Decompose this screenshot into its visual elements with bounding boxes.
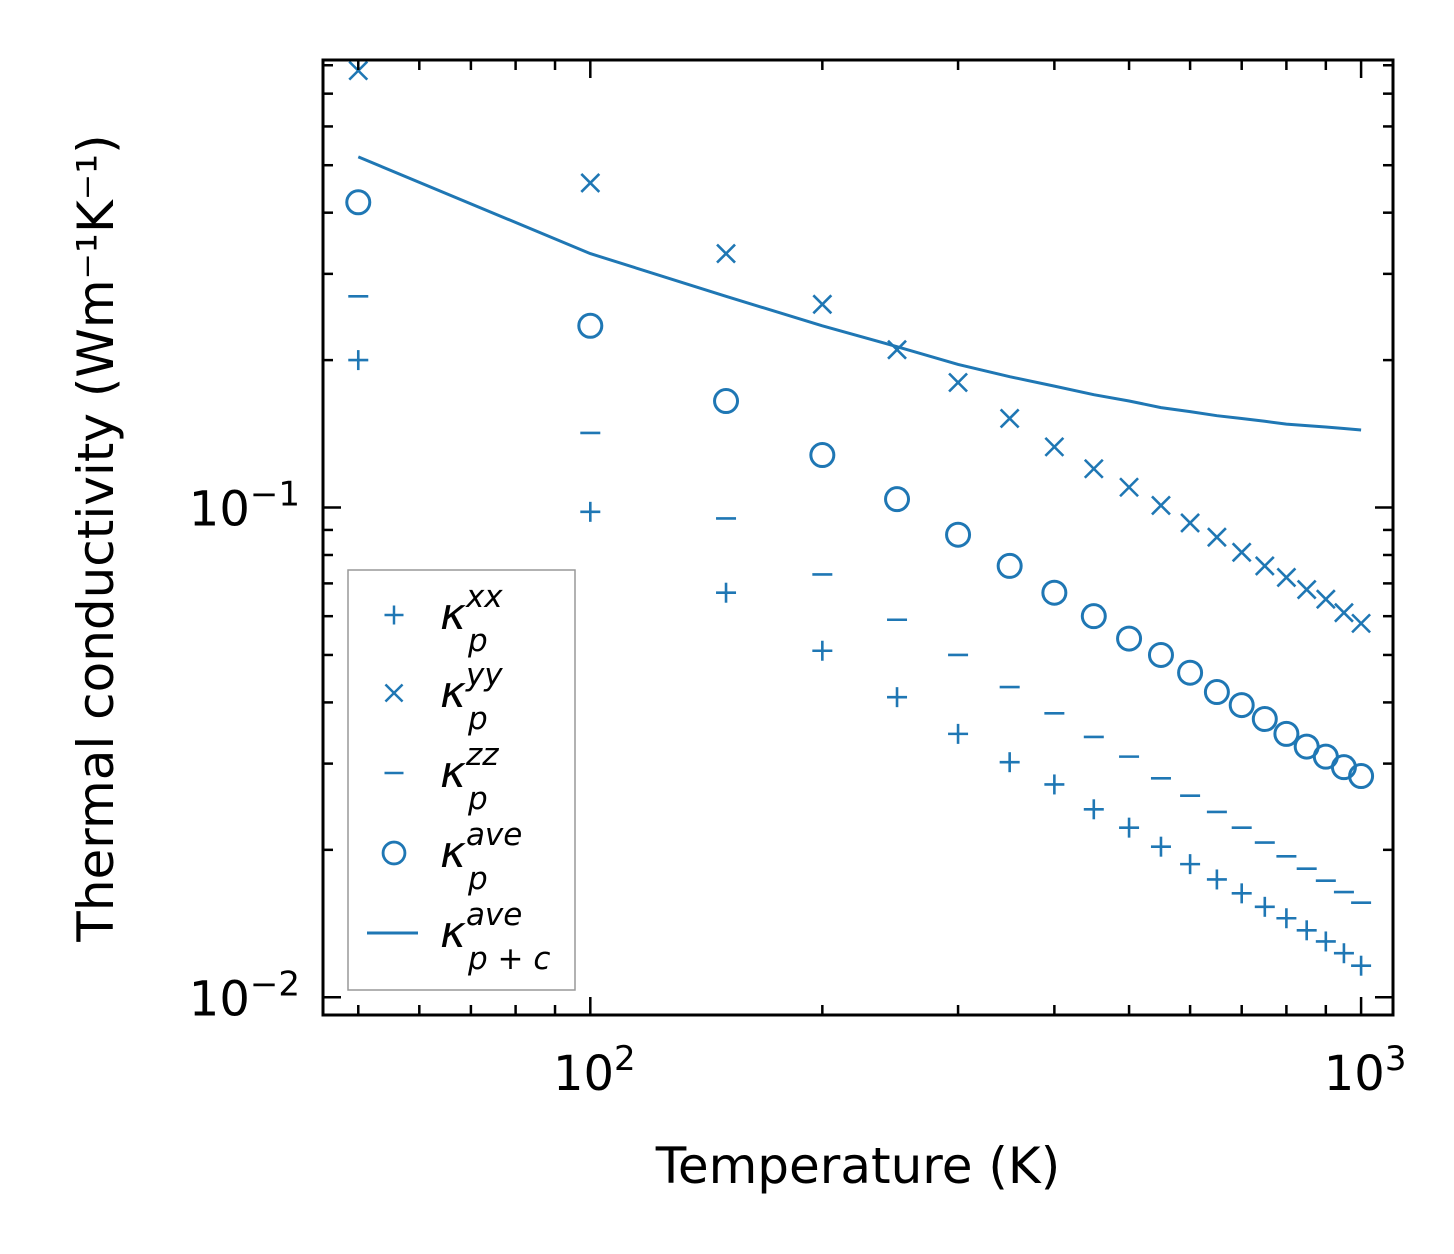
- data-point-kyy: [999, 408, 1020, 429]
- data-point-kxx: [1296, 920, 1317, 941]
- data-point-kave: [945, 521, 972, 548]
- data-point-kxx: [716, 582, 737, 603]
- data-point-kxx: [1180, 854, 1201, 875]
- series-kave: [345, 189, 1375, 790]
- y-tick-label: 10−1: [189, 475, 300, 538]
- data-point-kxx: [1044, 774, 1065, 795]
- data-point-kave: [713, 388, 740, 415]
- data-point-kxx: [1351, 955, 1372, 976]
- data-point-kxx: [580, 501, 601, 522]
- data-point-kyy: [1254, 555, 1275, 576]
- data-point-kyy: [1151, 495, 1171, 516]
- data-point-kyy: [1083, 458, 1104, 479]
- legend-entry-kave_pc: κave p + c: [367, 897, 550, 977]
- data-point-kyy: [580, 173, 601, 193]
- data-point-kyy: [1206, 527, 1227, 548]
- data-point-kxx: [1083, 799, 1104, 820]
- x-axis-label: Temperature (K): [655, 1137, 1060, 1195]
- data-point-kxx: [948, 723, 969, 744]
- data-point-kyy: [812, 294, 833, 315]
- x-tick-label: 102: [553, 1039, 636, 1102]
- data-point-kxx: [1119, 817, 1140, 838]
- data-point-kyy: [1351, 613, 1372, 634]
- y-tick-label: 10−2: [189, 964, 300, 1027]
- legend-entry-kave: κave p: [381, 817, 522, 897]
- data-point-kave: [1348, 763, 1375, 790]
- series-kxx: [348, 350, 1372, 976]
- legend-swatch-kyy: [384, 683, 404, 703]
- data-point-kave: [996, 552, 1023, 579]
- series-kave_pc: [357, 155, 1362, 432]
- data-point-kave: [345, 189, 372, 216]
- data-point-kave: [577, 312, 604, 339]
- data-point-kxx: [1231, 883, 1252, 904]
- legend-frame: [347, 569, 576, 991]
- data-point-kave: [1273, 720, 1300, 747]
- data-point-kxx: [1150, 836, 1171, 857]
- data-point-kxx: [1206, 869, 1227, 890]
- legend-swatch-kave: [381, 840, 407, 866]
- data-point-kyy: [1315, 589, 1336, 610]
- data-point-kave: [809, 442, 836, 469]
- series-kzz: [348, 294, 1372, 904]
- data-point-kxx: [999, 752, 1020, 773]
- legend-swatch-kxx: [384, 605, 404, 625]
- legend-label-kxx: κxx p: [440, 579, 503, 659]
- legend-label-kyy: κyy p: [440, 657, 503, 737]
- data-point-kyy: [1276, 567, 1297, 588]
- legend-entry-kyy: κyy p: [384, 657, 503, 737]
- series-line-kave_pc: [357, 155, 1362, 432]
- data-point-kyy: [948, 372, 968, 393]
- data-point-kxx: [1333, 943, 1354, 964]
- data-point-kyy: [1119, 477, 1139, 498]
- data-point-kyy: [1180, 513, 1201, 533]
- data-point-kyy: [348, 60, 369, 81]
- data-point-kyy: [1334, 602, 1354, 623]
- data-point-kave: [1147, 641, 1174, 668]
- data-point-kxx: [1276, 908, 1297, 929]
- data-point-kave: [1251, 705, 1278, 732]
- legend-entry-kzz: κzz p: [384, 737, 499, 817]
- data-point-kxx: [1315, 931, 1336, 952]
- data-point-kave: [1080, 603, 1107, 630]
- data-point-kyy: [716, 243, 736, 264]
- y-axis-label: Thermal conductivity (Wm⁻¹K⁻¹): [67, 134, 125, 942]
- data-point-kxx: [1254, 896, 1275, 917]
- data-point-kave: [1203, 679, 1230, 706]
- x-tick-label: 103: [1324, 1039, 1407, 1102]
- data-point-kyy: [1231, 542, 1252, 563]
- legend-label-kave: κave p: [440, 817, 522, 897]
- plot-area: [345, 60, 1375, 976]
- data-point-kave: [1116, 625, 1143, 652]
- data-point-kave: [1041, 579, 1068, 606]
- axes-frame: [321, 58, 1395, 1017]
- data-point-kyy: [1296, 579, 1317, 600]
- tick-labels: 102 103 10−2 10−1: [189, 475, 1407, 1102]
- axis-ticks: [323, 60, 1393, 1015]
- legend-label-kzz: κzz p: [440, 737, 499, 817]
- legend-entry-kxx: κxx p: [384, 579, 503, 659]
- data-point-kave: [1228, 692, 1255, 719]
- series-kyy: [348, 60, 1372, 634]
- data-point-kxx: [348, 350, 369, 371]
- data-point-kyy: [1044, 436, 1065, 457]
- legend-label-kave_pc: κave p + c: [440, 897, 550, 977]
- data-point-kave: [884, 486, 911, 513]
- data-point-kave: [1177, 659, 1204, 686]
- data-point-kxx: [887, 687, 908, 708]
- data-point-kxx: [812, 640, 833, 661]
